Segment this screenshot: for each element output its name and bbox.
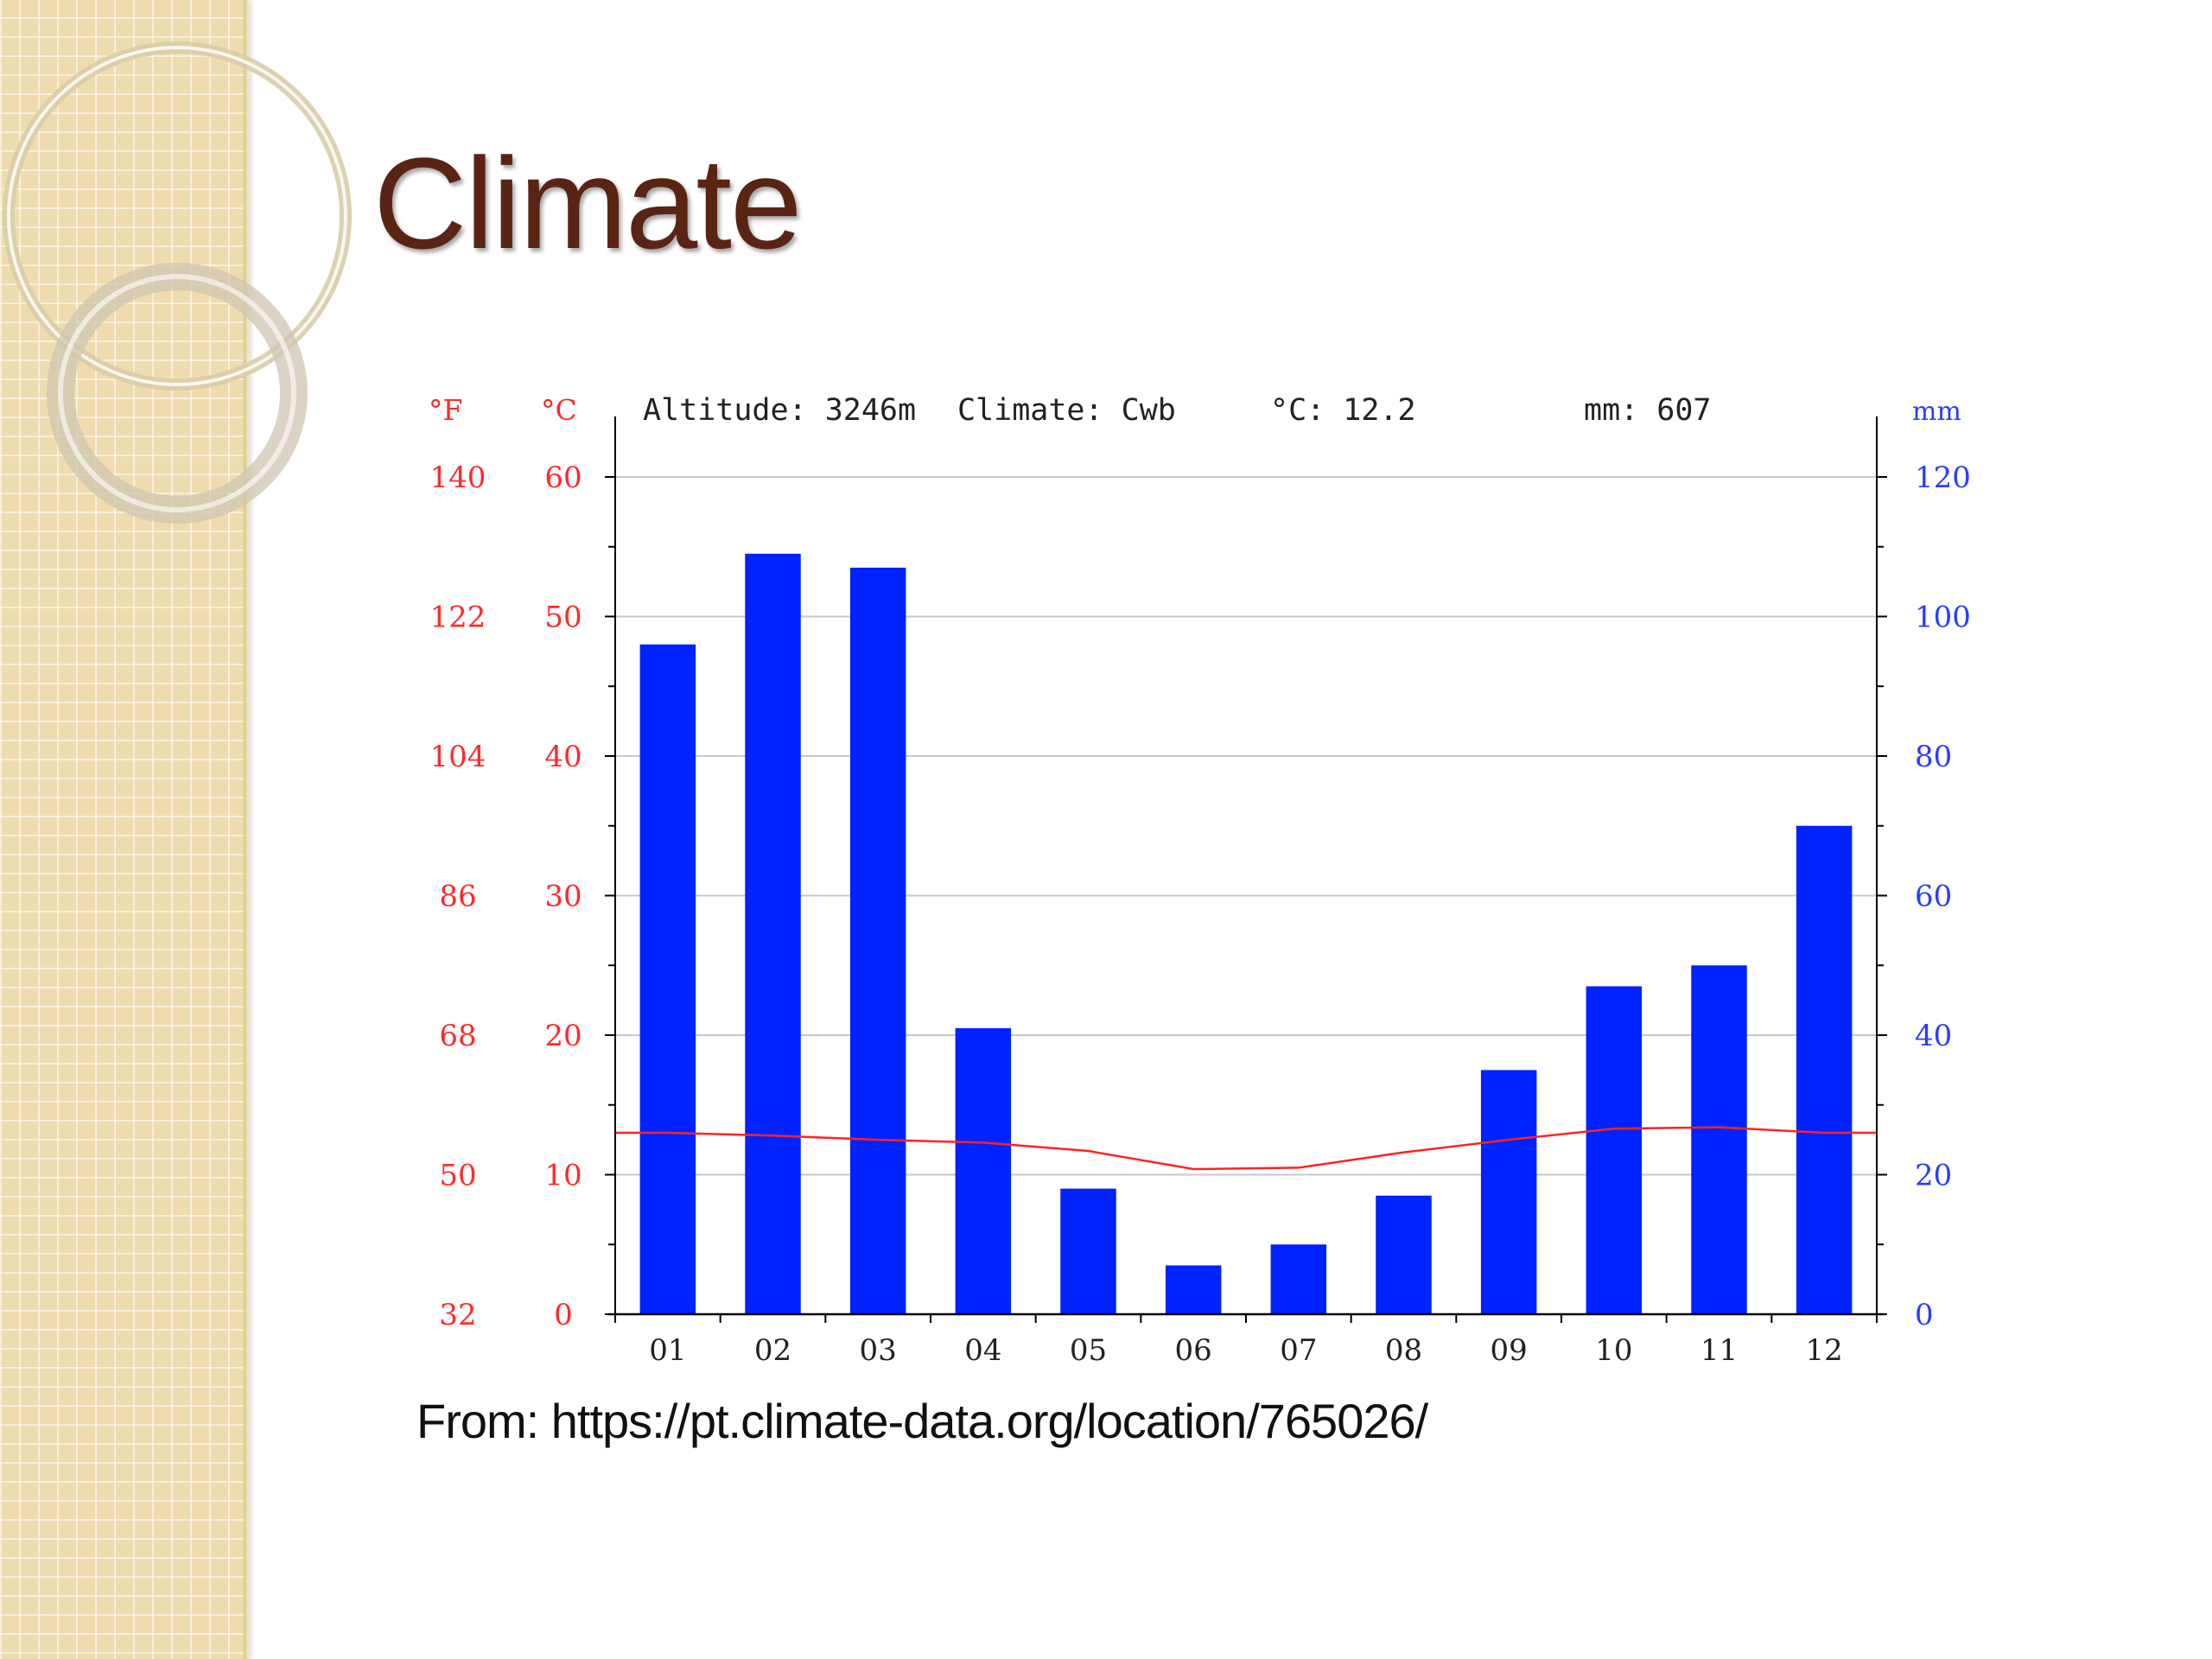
celsius-tick-label: 60 [544,461,582,495]
avg-temp-label: °C: 12.2 [1270,393,1416,428]
precipitation-bar [1270,1244,1327,1314]
celsius-tick-label: 30 [544,880,582,914]
unit-celsius: °C [541,393,577,427]
celsius-tick-label: 20 [544,1019,582,1053]
precipitation-bar [745,553,801,1314]
month-tick-label: 03 [860,1333,897,1368]
precipitation-bars [639,553,1853,1314]
month-tick-label: 04 [964,1333,1001,1368]
altitude-label: Altitude: 3246m [643,393,916,428]
total-precip-label: mm: 607 [1584,393,1712,428]
chart-axes: 0102030405060325068861041221400204060801… [430,416,1971,1368]
mm-tick-label: 60 [1915,880,1952,914]
month-tick-label: 11 [1700,1333,1738,1368]
month-tick-label: 12 [1806,1333,1843,1368]
fahrenheit-tick-label: 104 [430,740,486,774]
month-tick-label: 09 [1491,1333,1528,1368]
fahrenheit-tick-label: 50 [439,1159,476,1193]
month-tick-label: 01 [649,1333,686,1368]
mm-tick-label: 40 [1915,1019,1952,1053]
mm-tick-label: 0 [1915,1298,1934,1332]
temperature-line [615,1126,1877,1171]
precipitation-bar [1480,1070,1537,1314]
chart-labels: °F °C mm Altitude: 3246m Climate: Cwb °C… [429,393,1961,428]
fahrenheit-tick-label: 140 [430,461,486,495]
fahrenheit-tick-label: 86 [439,880,476,914]
unit-mm: mm [1912,397,1961,427]
precipitation-bar [1165,1265,1222,1314]
fahrenheit-tick-label: 32 [439,1298,476,1332]
precipitation-bar [639,644,696,1314]
precipitation-bar [1691,965,1747,1314]
month-tick-label: 05 [1070,1333,1107,1368]
precipitation-bar [955,1027,1012,1314]
temperature-series-line [615,1126,1877,1171]
precipitation-bar [1796,825,1853,1314]
fahrenheit-tick-label: 68 [439,1019,476,1053]
precipitation-bar [849,567,906,1314]
mm-tick-label: 80 [1915,740,1952,774]
mm-tick-label: 120 [1915,461,1971,495]
precipitation-bar [1376,1195,1432,1314]
month-tick-label: 02 [754,1333,791,1368]
decorative-rings [3,41,352,524]
precipitation-bar [1060,1188,1116,1314]
celsius-tick-label: 0 [554,1298,573,1332]
mm-tick-label: 20 [1915,1159,1952,1193]
month-tick-label: 06 [1175,1333,1212,1368]
celsius-tick-label: 50 [544,601,582,635]
source-caption: From: https://pt.climate-data.org/locati… [416,1394,1428,1448]
precipitation-bar [1586,986,1643,1314]
fahrenheit-tick-label: 122 [430,601,486,635]
sidebar-edge [244,0,249,1659]
month-tick-label: 07 [1280,1333,1317,1368]
month-tick-label: 08 [1385,1333,1422,1368]
mm-tick-label: 100 [1915,601,1971,635]
unit-fahrenheit: °F [429,393,462,427]
climate-label: Climate: Cwb [957,393,1176,428]
celsius-tick-label: 10 [544,1159,582,1193]
slide-title: Climate [373,130,802,276]
grid-lines [615,476,1877,1176]
celsius-tick-label: 40 [544,740,582,774]
large-ring-highlight [7,46,347,386]
small-ring-highlight [58,274,296,512]
month-tick-label: 10 [1595,1333,1632,1368]
